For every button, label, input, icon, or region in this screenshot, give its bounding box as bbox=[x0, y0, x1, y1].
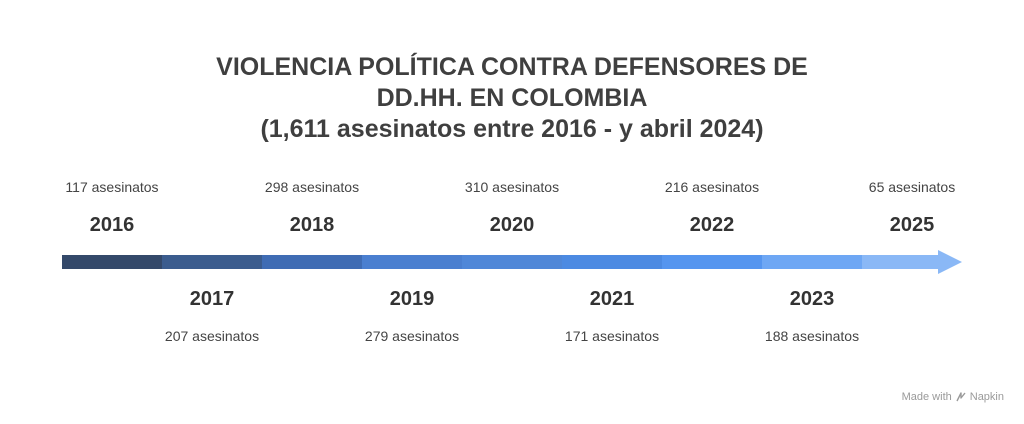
timeline-count-2025: 65 asesinatos bbox=[868, 179, 956, 195]
title-line-1: VIOLENCIA POLÍTICA CONTRA DEFENSORES DE bbox=[216, 53, 808, 81]
timeline-year-2025: 2025 bbox=[889, 214, 935, 236]
napkin-logo-icon bbox=[956, 392, 966, 402]
watermark-brand: Napkin bbox=[969, 391, 1004, 403]
timeline-year-2019: 2019 bbox=[389, 288, 435, 310]
timeline-segment-2025 bbox=[862, 255, 940, 269]
timeline-year-2016: 2016 bbox=[89, 214, 135, 236]
timeline-count-2016: 117 asesinatos bbox=[65, 179, 159, 195]
timeline-year-2017: 2017 bbox=[189, 288, 235, 310]
timeline-count-2020: 310 asesinatos bbox=[464, 179, 560, 195]
watermark[interactable]: Made with Napkin bbox=[902, 391, 1004, 403]
timeline-count-2018: 298 asesinatos bbox=[264, 179, 360, 195]
timeline-year-2021: 2021 bbox=[589, 288, 635, 310]
timeline-count-2023: 188 asesinatos bbox=[764, 328, 860, 344]
timeline-segment-2023 bbox=[762, 255, 862, 269]
timeline-count-2022: 216 asesinatos bbox=[664, 179, 760, 195]
timeline-count-2019: 279 asesinatos bbox=[364, 328, 460, 344]
timeline-segment-2020 bbox=[462, 255, 562, 269]
timeline-segment-2021 bbox=[562, 255, 662, 269]
timeline-year-2022: 2022 bbox=[689, 214, 735, 236]
timeline-segment-2018 bbox=[262, 255, 362, 269]
arrow-head bbox=[938, 250, 962, 274]
page-title: VIOLENCIA POLÍTICA CONTRA DEFENSORES DE … bbox=[0, 52, 1024, 145]
timeline-count-2017: 207 asesinatos bbox=[164, 328, 260, 344]
timeline-segment-2019 bbox=[362, 255, 462, 269]
watermark-prefix: Made with bbox=[901, 391, 952, 403]
title-line-2: DD.HH. EN COLOMBIA bbox=[376, 84, 648, 112]
timeline-year-2023: 2023 bbox=[789, 288, 835, 310]
timeline-year-2020: 2020 bbox=[489, 214, 535, 236]
title-line-3: (1,611 asesinatos entre 2016 - y abril 2… bbox=[260, 115, 764, 143]
timeline-segment-2017 bbox=[162, 255, 262, 269]
timeline-segment-2016 bbox=[62, 255, 162, 269]
timeline-count-2021: 171 asesinatos bbox=[564, 328, 660, 344]
timeline-segment-2022 bbox=[662, 255, 762, 269]
timeline-year-2018: 2018 bbox=[289, 214, 335, 236]
